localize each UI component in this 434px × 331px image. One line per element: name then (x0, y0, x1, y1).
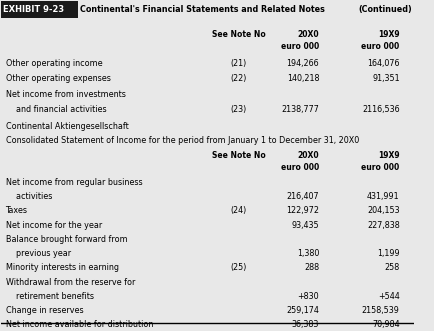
Text: 140,218: 140,218 (286, 74, 319, 83)
Text: activities: activities (6, 192, 52, 201)
Text: 288: 288 (303, 263, 319, 272)
Text: 194,266: 194,266 (286, 59, 319, 68)
Text: 431,991: 431,991 (366, 192, 399, 201)
Text: Net income for the year: Net income for the year (6, 221, 102, 230)
Text: Withdrawal from the reserve for: Withdrawal from the reserve for (6, 277, 135, 287)
Text: Consolidated Statement of Income for the period from January 1 to December 31, 2: Consolidated Statement of Income for the… (6, 136, 358, 145)
Text: 19X9: 19X9 (377, 30, 399, 39)
Text: 258: 258 (384, 263, 399, 272)
Text: 91,351: 91,351 (371, 74, 399, 83)
Text: Other operating expenses: Other operating expenses (6, 74, 110, 83)
Text: 20X0: 20X0 (297, 151, 319, 160)
Text: EXHIBIT 9-23: EXHIBIT 9-23 (3, 5, 64, 14)
Text: 19X9: 19X9 (377, 151, 399, 160)
Text: 227,838: 227,838 (366, 221, 399, 230)
Text: See Note No: See Note No (211, 30, 265, 39)
Text: Continental Aktiengesellschaft: Continental Aktiengesellschaft (6, 122, 128, 131)
Text: 204,153: 204,153 (366, 207, 399, 215)
Text: retirement benefits: retirement benefits (6, 292, 93, 301)
Text: Continental's Financial Statements and Related Notes: Continental's Financial Statements and R… (79, 5, 324, 14)
Text: 259,174: 259,174 (286, 306, 319, 315)
Text: Net income from regular business: Net income from regular business (6, 178, 142, 187)
Text: (21): (21) (230, 59, 246, 68)
Text: +544: +544 (377, 292, 399, 301)
Text: See Note No: See Note No (211, 151, 265, 160)
Text: euro 000: euro 000 (280, 163, 319, 171)
Text: euro 000: euro 000 (361, 163, 399, 171)
Text: (24): (24) (230, 207, 246, 215)
Text: (22): (22) (230, 74, 247, 83)
Text: euro 000: euro 000 (361, 42, 399, 51)
Text: Other operating income: Other operating income (6, 59, 102, 68)
Text: 20X0: 20X0 (297, 30, 319, 39)
Text: 2116,536: 2116,536 (361, 105, 399, 114)
Text: +830: +830 (297, 292, 319, 301)
Text: 1,199: 1,199 (376, 249, 399, 258)
Text: 2158,539: 2158,539 (361, 306, 399, 315)
Text: 164,076: 164,076 (366, 59, 399, 68)
Text: (Continued): (Continued) (358, 5, 411, 14)
Text: Balance brought forward from: Balance brought forward from (6, 235, 127, 244)
Text: Change in reserves: Change in reserves (6, 306, 83, 315)
Text: 36,383: 36,383 (291, 320, 319, 329)
Text: Net income available for distribution: Net income available for distribution (6, 320, 152, 329)
Text: 93,435: 93,435 (291, 221, 319, 230)
Text: and financial activities: and financial activities (6, 105, 106, 114)
Text: euro 000: euro 000 (280, 42, 319, 51)
Text: Minority interests in earning: Minority interests in earning (6, 263, 118, 272)
Text: 70,984: 70,984 (371, 320, 399, 329)
Text: (23): (23) (230, 105, 246, 114)
FancyBboxPatch shape (1, 1, 78, 19)
Text: 2138,777: 2138,777 (281, 105, 319, 114)
Text: Net income from investments: Net income from investments (6, 90, 125, 99)
Text: 122,972: 122,972 (286, 207, 319, 215)
Text: 1,380: 1,380 (296, 249, 319, 258)
Text: 216,407: 216,407 (286, 192, 319, 201)
Text: previous year: previous year (6, 249, 70, 258)
Text: Taxes: Taxes (6, 207, 27, 215)
Text: (25): (25) (230, 263, 247, 272)
